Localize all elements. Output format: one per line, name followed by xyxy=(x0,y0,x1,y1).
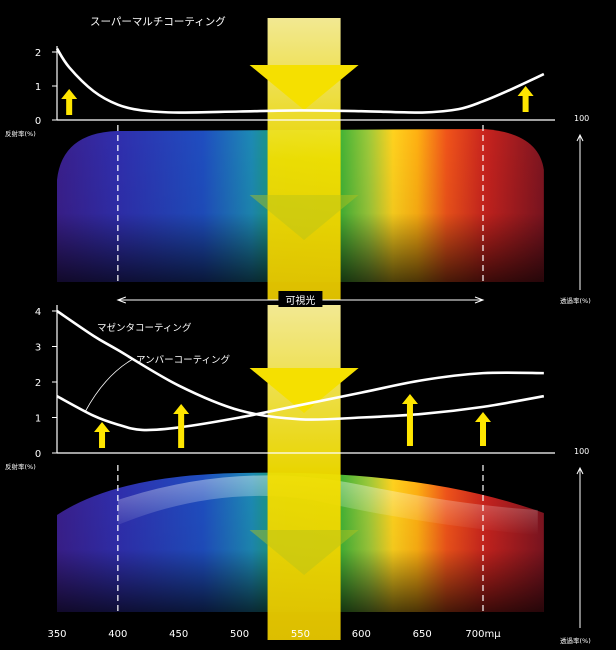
visible-range-arrow-left xyxy=(116,296,127,304)
y2-axis-arrow xyxy=(576,466,584,475)
series-label-magenta: マゼンタコーティング xyxy=(97,322,192,334)
series-leader-line xyxy=(84,358,134,413)
y2-axis-title: 透過率(%) xyxy=(560,296,591,305)
visible-light-label-bg xyxy=(278,291,323,307)
x-tick-label: 350 xyxy=(47,629,66,640)
y-tick-label: 1 xyxy=(35,82,41,93)
beam-arrowhead xyxy=(249,65,359,110)
x-tick-label: 400 xyxy=(108,629,127,640)
reflect-arrow xyxy=(173,404,190,448)
y2-axis-arrow xyxy=(576,133,584,142)
y-axis-title: 反射率(%) xyxy=(5,129,36,138)
x-tick-label: 500 xyxy=(230,629,249,640)
reflectance-curve-2-1 xyxy=(56,309,545,421)
y-tick-label: 3 xyxy=(35,343,41,354)
light-beam xyxy=(267,305,341,640)
beam-arrowhead-transmitted xyxy=(249,195,359,240)
y-tick-label: 2 xyxy=(35,48,41,59)
reflect-arrow xyxy=(517,86,534,112)
y-tick-label: 2 xyxy=(35,378,41,389)
y-tick-label: 0 xyxy=(35,449,41,460)
spectrum-highlight xyxy=(117,475,538,535)
y-tick-label: 0 xyxy=(35,116,41,127)
chart-title-supermulti: スーパーマルチコーティング xyxy=(90,15,226,28)
y-axis-title: 反射率(%) xyxy=(5,462,36,471)
reflect-arrow xyxy=(401,394,418,446)
y2-tick-label: 100 xyxy=(574,114,589,123)
x-tick-label: 600 xyxy=(352,629,371,640)
beam-arrowhead xyxy=(249,368,359,413)
reflectance-curve-1-1 xyxy=(55,47,545,114)
x-tick-label: 700mμ xyxy=(465,629,501,640)
y2-axis-title: 透過率(%) xyxy=(560,636,591,645)
light-beam xyxy=(267,18,341,300)
reflect-arrow xyxy=(61,89,78,115)
reflect-arrow xyxy=(475,412,491,446)
x-tick-label: 650 xyxy=(413,629,432,640)
visible-light-label: 可視光 xyxy=(285,294,315,307)
y-tick-label: 1 xyxy=(35,414,41,425)
beam-arrowhead-transmitted xyxy=(249,530,359,575)
visible-range-arrow-right xyxy=(474,296,485,304)
y-tick-label: 4 xyxy=(35,307,41,318)
reflectance-curve-2-2 xyxy=(56,371,544,432)
x-tick-label: 450 xyxy=(169,629,188,640)
x-tick-label: 550 xyxy=(291,629,310,640)
reflect-arrow xyxy=(94,422,111,448)
series-label-amber: アンバーコーティング xyxy=(136,354,231,366)
y2-tick-label: 100 xyxy=(574,447,589,456)
